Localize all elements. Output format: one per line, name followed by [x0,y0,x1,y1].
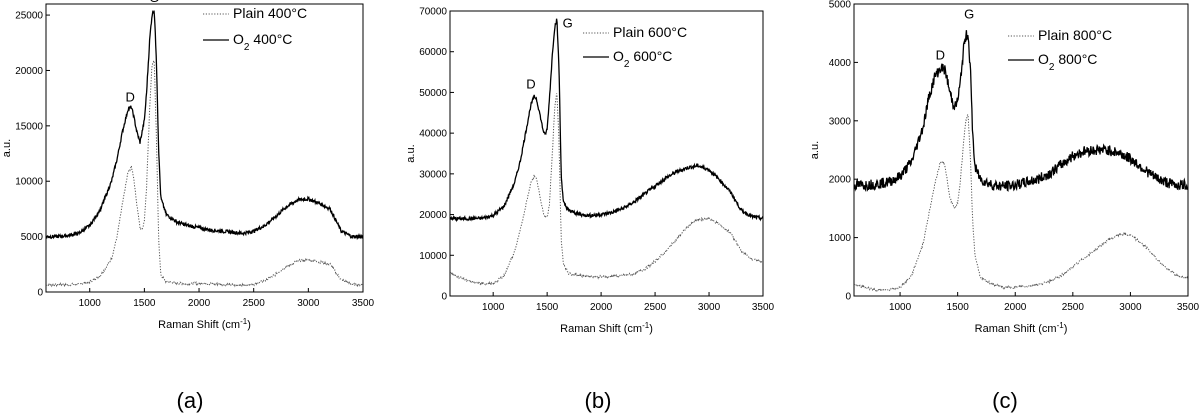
legend-entry: Plain 600°C [613,24,687,40]
y-tick-label: 10000 [15,177,43,188]
x-tick-label: 3500 [352,298,375,309]
series-line-o2 [450,18,763,223]
y-tick-label: 30000 [419,169,447,180]
y-tick-label: 15000 [15,121,43,132]
chart-panel-c: 1000 1500 2000 2500 3000 3500 0 1000 2000 3000 400… [809,0,1200,335]
x-tick-label: 3500 [752,302,775,313]
peak-label-g: G [964,7,974,22]
legend-entry: Plain 400°C [233,5,307,21]
x-tick-label: 1000 [889,302,912,313]
legend-entry: O2 400°C [233,31,292,53]
plot-frame [853,3,1189,297]
x-tick-label: 1500 [133,298,156,309]
x-tick-label: 1500 [536,302,559,313]
series-line-plain [46,58,363,288]
y-tick-label: 1000 [829,233,852,244]
x-tick-label: 1500 [947,302,970,313]
series-line-o2 [854,30,1188,193]
y-tick-label: 40000 [419,129,447,140]
x-tick-label: 3000 [1119,302,1142,313]
y-tick-label: 20000 [419,210,447,221]
x-tick-label: 3000 [297,298,320,309]
y-axis-label: a.u. [1,139,13,157]
panel-caption-c: (c) [992,388,1018,413]
y-tick-label: 60000 [419,47,447,58]
y-tick-label: 0 [845,292,851,303]
y-axis-label: a.u. [809,141,821,159]
y-tick-label: 0 [37,288,43,299]
peak-label-d: D [936,47,945,62]
x-axis-label: Raman Shift (cm-1) [560,321,653,336]
series-line-plain [450,93,763,287]
chart-panel-b: 1000 1500 2000 2500 3000 3500 0 10000 20000 30000… [405,7,775,336]
legend-entry: O2 800°C [1038,51,1097,73]
y-tick-label: 5000 [21,232,44,243]
panel-caption-a: (a) [177,388,204,413]
x-axis-label: Raman Shift (cm-1) [158,317,251,332]
x-tick-label: 1000 [79,298,102,309]
x-tick-label: 2500 [243,298,266,309]
series-line-plain [854,112,1188,293]
panel-caption-b: (b) [585,388,612,413]
y-tick-label: 2000 [829,175,852,186]
y-tick-label: 4000 [829,58,852,69]
plot-frame [45,3,364,293]
y-tick-label: 0 [441,292,447,303]
y-tick-label: 25000 [15,11,43,22]
y-tick-label: 70000 [419,7,447,18]
x-tick-label: 1000 [482,302,505,313]
peak-label-d: D [125,89,134,104]
y-tick-label: 20000 [15,66,43,77]
x-tick-label: 2500 [644,302,667,313]
x-tick-label: 3000 [698,302,721,313]
chart-panel-a: 1000 1500 2000 2500 3000 3500 0 5000 10000 15000 2… [1,0,375,331]
peak-label-d: D [526,76,535,91]
x-tick-label: 2000 [1004,302,1027,313]
x-tick-label: 2000 [188,298,211,309]
y-tick-label: 3000 [829,116,852,127]
legend-entry: Plain 800°C [1038,27,1112,43]
plot-frame [449,10,764,297]
x-tick-label: 3500 [1177,302,1200,313]
y-tick-label: 5000 [829,0,852,11]
peak-label-g: G [149,0,159,5]
legend-entry: O2 600°C [613,48,672,70]
series-line-o2 [46,9,363,241]
y-axis-label: a.u. [405,144,417,162]
x-tick-label: 2000 [590,302,613,313]
peak-label-g: G [563,15,573,30]
y-tick-label: 50000 [419,88,447,99]
y-tick-label: 10000 [419,251,447,262]
x-tick-label: 2500 [1062,302,1085,313]
x-axis-label: Raman Shift (cm-1) [975,321,1068,336]
